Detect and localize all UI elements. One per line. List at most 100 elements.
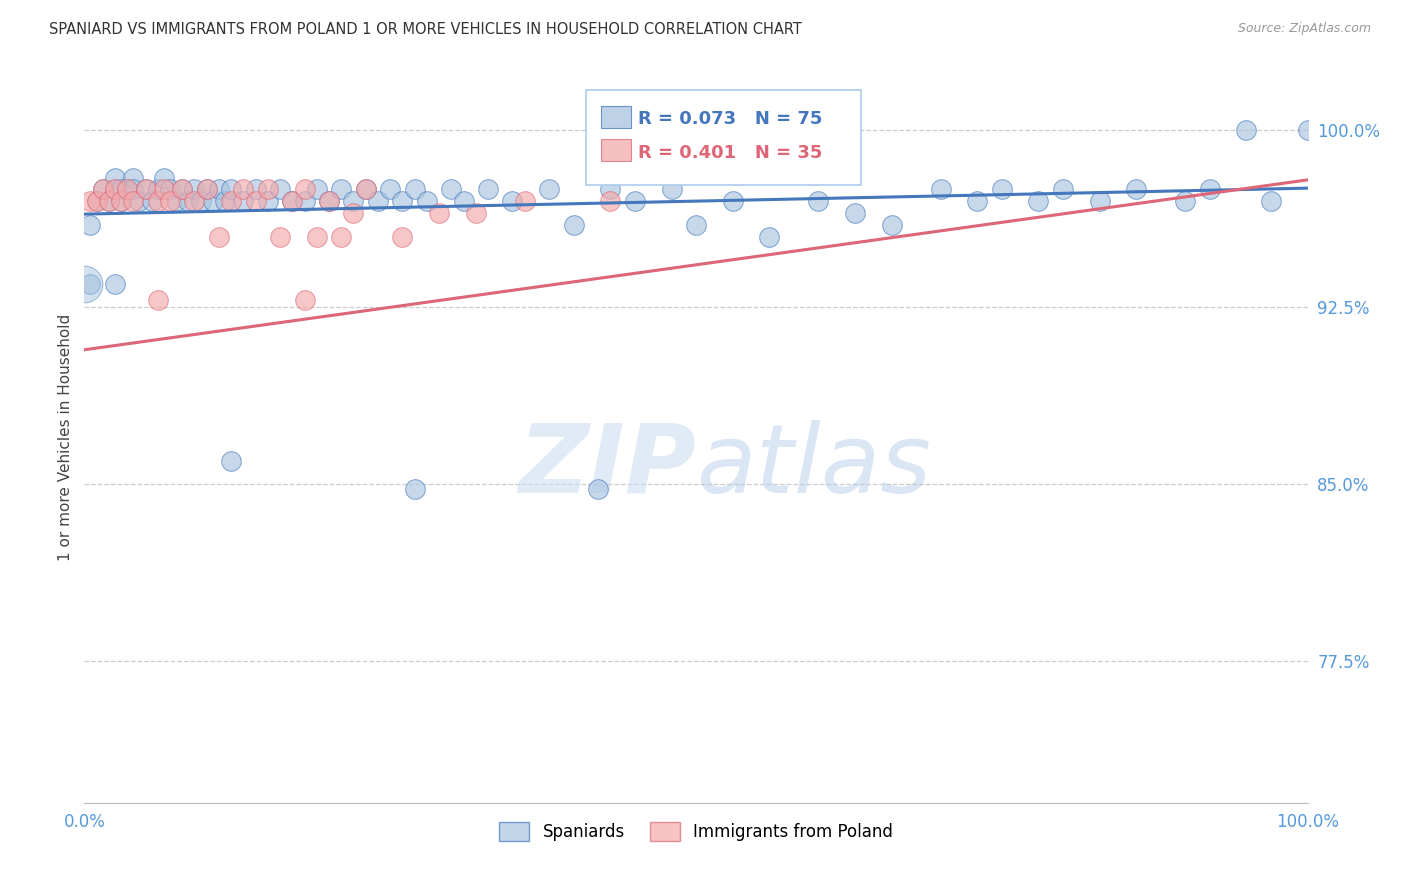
Point <box>844 206 866 220</box>
Point <box>79 218 101 232</box>
Point <box>257 194 280 208</box>
Point <box>245 182 267 196</box>
Point <box>159 182 181 196</box>
Text: R = 0.073   N = 75: R = 0.073 N = 75 <box>638 110 823 128</box>
Point <box>281 194 304 208</box>
Bar <box>600 106 631 128</box>
Point <box>146 194 169 208</box>
Point <box>807 194 830 208</box>
Point <box>97 194 120 208</box>
Point <box>115 182 138 196</box>
Point <box>219 194 242 208</box>
Point <box>219 182 242 196</box>
Point <box>562 218 585 232</box>
Legend: Spaniards, Immigrants from Poland: Spaniards, Immigrants from Poland <box>491 814 901 849</box>
Point <box>991 182 1014 196</box>
Point <box>1174 194 1197 208</box>
Point <box>146 293 169 308</box>
Point <box>1028 194 1050 208</box>
Point <box>685 218 707 232</box>
Point <box>146 182 169 196</box>
Point <box>219 453 242 467</box>
Point <box>115 182 138 196</box>
Point <box>758 229 780 244</box>
Point <box>172 182 194 196</box>
Point <box>135 182 157 196</box>
Point <box>391 229 413 244</box>
Point <box>91 182 114 196</box>
Point <box>135 182 157 196</box>
Point <box>599 182 621 196</box>
Point <box>1198 182 1220 196</box>
Point <box>661 182 683 196</box>
Point <box>721 194 744 208</box>
Point <box>1236 123 1258 137</box>
Point <box>1296 123 1319 137</box>
Point <box>201 194 224 208</box>
Point <box>208 229 231 244</box>
Point <box>159 194 181 208</box>
Point <box>354 182 377 196</box>
Point <box>79 277 101 291</box>
Point <box>104 182 127 196</box>
Point <box>624 194 647 208</box>
Point <box>153 170 176 185</box>
Point <box>232 182 254 196</box>
Point <box>330 182 353 196</box>
Point <box>97 194 120 208</box>
Point <box>367 194 389 208</box>
Text: atlas: atlas <box>696 420 931 513</box>
Point <box>86 194 108 208</box>
Point <box>1088 194 1111 208</box>
Point <box>342 206 364 220</box>
Point <box>79 194 101 208</box>
Point <box>1052 182 1074 196</box>
Point <box>104 182 127 196</box>
Point <box>245 194 267 208</box>
Point <box>122 194 145 208</box>
Point <box>929 182 952 196</box>
Point <box>294 293 316 308</box>
Point <box>294 182 316 196</box>
Point <box>538 182 561 196</box>
Text: Source: ZipAtlas.com: Source: ZipAtlas.com <box>1237 22 1371 36</box>
Bar <box>600 139 631 161</box>
Y-axis label: 1 or more Vehicles in Household: 1 or more Vehicles in Household <box>58 313 73 561</box>
Point <box>391 194 413 208</box>
Point <box>342 194 364 208</box>
Point <box>269 229 291 244</box>
Point <box>195 182 218 196</box>
Point <box>318 194 340 208</box>
Point <box>183 182 205 196</box>
Point <box>305 229 328 244</box>
Point <box>257 182 280 196</box>
Point <box>464 206 486 220</box>
Point <box>190 194 212 208</box>
Text: SPANIARD VS IMMIGRANTS FROM POLAND 1 OR MORE VEHICLES IN HOUSEHOLD CORRELATION C: SPANIARD VS IMMIGRANTS FROM POLAND 1 OR … <box>49 22 801 37</box>
Point <box>177 194 200 208</box>
Point <box>880 218 903 232</box>
Point <box>172 182 194 196</box>
Point <box>195 182 218 196</box>
Point <box>141 194 163 208</box>
Point <box>586 482 609 496</box>
Point <box>294 194 316 208</box>
Point <box>153 182 176 196</box>
Point <box>128 194 150 208</box>
Point <box>183 194 205 208</box>
Point <box>281 194 304 208</box>
Point <box>404 182 426 196</box>
Point <box>165 194 187 208</box>
Point <box>232 194 254 208</box>
Point <box>104 277 127 291</box>
Point <box>122 170 145 185</box>
Point <box>354 182 377 196</box>
Point <box>73 277 96 291</box>
Point <box>214 194 236 208</box>
Point <box>110 182 132 196</box>
Point <box>86 194 108 208</box>
Point <box>427 206 450 220</box>
Point <box>513 194 536 208</box>
Point <box>110 194 132 208</box>
Point <box>380 182 402 196</box>
